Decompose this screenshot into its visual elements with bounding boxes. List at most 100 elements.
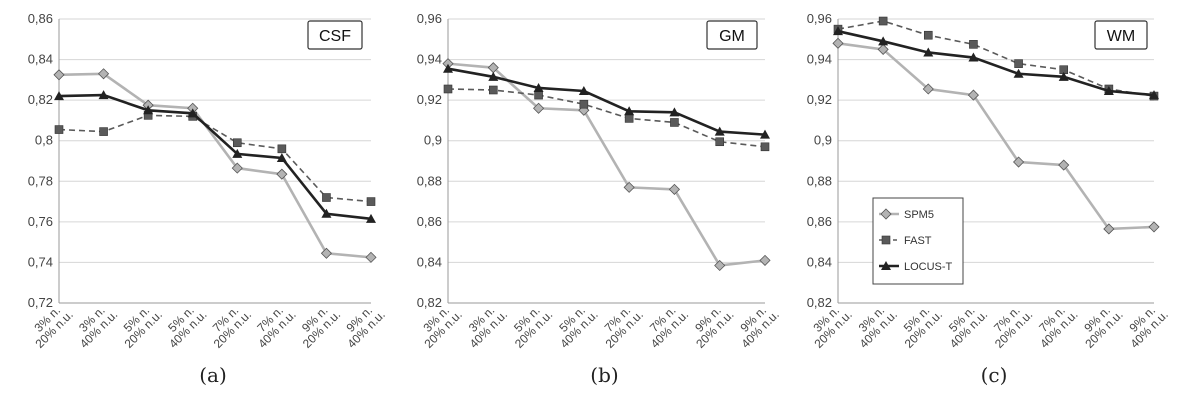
series-line-locus-t: [58, 93, 372, 221]
data-point-locus-t: [669, 107, 680, 117]
data-point-locus-t: [1013, 68, 1024, 78]
data-point-spm5: [668, 183, 680, 195]
data-point-fast: [715, 137, 725, 147]
data-point-locus-t: [443, 63, 453, 73]
series-line-locus-t: [447, 67, 766, 136]
data-point-locus-t: [1058, 71, 1069, 81]
data-point-spm5: [533, 102, 545, 114]
data-point-spm5: [231, 162, 243, 174]
data-point-locus-t: [276, 152, 287, 162]
x-tick-label: 7% n.20% n.u.: [202, 299, 254, 351]
data-point-fast: [1014, 59, 1023, 68]
y-tick-label: 0,9: [814, 133, 832, 148]
data-point-fast: [99, 127, 108, 136]
data-point-spm5: [714, 259, 726, 272]
data-point-spm5: [877, 43, 889, 55]
data-point-fast: [878, 16, 888, 26]
legend: SPM5 FAST LOCUS-T: [872, 197, 964, 285]
y-tick-label: 0,84: [807, 254, 832, 269]
legend-marker-spm5: [880, 208, 892, 220]
x-tick-label: 7% n.40% n.u.: [639, 299, 691, 351]
data-point-spm5: [320, 247, 332, 259]
data-point-spm5: [967, 89, 979, 101]
series-line-spm5: [447, 62, 766, 267]
x-tick-label: 5% n.20% n.u.: [113, 299, 165, 351]
data-point-spm5: [1148, 221, 1160, 233]
panel-caption: (a): [199, 363, 227, 387]
panel-label-box: [1094, 20, 1148, 50]
data-point-locus-t: [232, 148, 243, 158]
data-point-locus-t: [187, 108, 198, 118]
y-tick-label: 0,86: [807, 214, 832, 229]
data-point-fast: [488, 85, 498, 95]
data-point-spm5: [1058, 159, 1070, 171]
data-point-spm5: [1103, 223, 1115, 235]
legend-label-spm5: SPM5: [904, 209, 934, 221]
data-point-spm5: [623, 181, 635, 193]
x-tick-label: 5% n.40% n.u.: [938, 299, 990, 351]
data-point-locus-t: [366, 213, 376, 223]
panel-label-box: [706, 20, 758, 50]
x-tick-label: 9% n.40% n.u.: [336, 299, 388, 351]
legend-marker-fast: [881, 235, 891, 245]
y-tick-label: 0,86: [417, 214, 442, 229]
data-point-spm5: [832, 37, 844, 49]
data-point-fast: [443, 84, 453, 94]
panel-label: CSF: [319, 28, 351, 45]
data-point-locus-t: [833, 26, 843, 36]
y-tick-label: 0,78: [28, 173, 53, 188]
x-tick-label: 9% n.20% n.u.: [685, 299, 737, 351]
legend-marker-locus-t: [881, 261, 891, 270]
y-tick-label: 0,96: [807, 11, 832, 26]
data-point-locus-t: [1103, 86, 1114, 96]
x-tick-label: 7% n.40% n.u.: [1029, 299, 1081, 351]
data-point-locus-t: [54, 91, 64, 101]
data-point-spm5: [365, 251, 377, 263]
y-tick-label: 0,72: [28, 295, 53, 310]
data-point-locus-t: [1149, 90, 1159, 100]
series-line-spm5: [58, 72, 372, 259]
data-point-locus-t: [878, 36, 889, 46]
series-line-fast: [447, 88, 766, 148]
series-line-fast: [837, 20, 1155, 97]
data-point-fast: [534, 90, 543, 100]
data-point-fast: [322, 193, 331, 202]
data-point-spm5: [922, 83, 934, 95]
panel-caption: (c): [981, 363, 1008, 387]
panel-label: WM: [1107, 28, 1135, 45]
data-point-locus-t: [533, 82, 544, 92]
data-point-fast: [277, 144, 287, 154]
data-point-spm5: [98, 68, 110, 80]
data-point-fast: [54, 125, 64, 134]
data-point-fast: [969, 40, 978, 49]
data-point-fast: [923, 30, 933, 40]
data-point-spm5: [759, 254, 771, 266]
x-tick-label: 5% n.40% n.u.: [549, 299, 601, 351]
data-point-fast: [624, 114, 634, 123]
y-tick-label: 0,94: [417, 52, 442, 67]
y-tick-label: 0,86: [28, 11, 53, 26]
panel-label-box: [307, 20, 363, 50]
legend-label-fast: FAST: [904, 235, 932, 247]
y-tick-label: 0,84: [417, 254, 442, 269]
data-point-fast: [670, 118, 679, 127]
y-tick-label: 0,84: [28, 52, 53, 67]
chart-panel-2: 0,820,840,860,880,90,920,940,963% n.20% …: [417, 11, 782, 387]
x-tick-label: 7% n.20% n.u.: [984, 299, 1036, 351]
x-tick-label: 3% n.40% n.u.: [848, 299, 900, 351]
x-tick-label: 9% n.40% n.u.: [1119, 299, 1171, 351]
y-tick-label: 0,96: [417, 11, 442, 26]
y-tick-label: 0,82: [807, 295, 832, 310]
data-point-fast: [579, 99, 589, 109]
data-point-fast: [366, 197, 376, 206]
data-point-locus-t: [923, 47, 934, 57]
y-tick-label: 0,9: [424, 133, 442, 148]
series-line-locus-t: [837, 29, 1155, 97]
series-line-spm5: [837, 42, 1155, 231]
data-point-locus-t: [321, 208, 332, 218]
series-line-fast: [58, 114, 372, 203]
data-point-spm5: [276, 168, 288, 180]
chart-panel-1: 0,720,740,760,780,80,820,840,863% n.20% …: [28, 11, 388, 387]
data-point-locus-t: [98, 90, 109, 100]
y-tick-label: 0,92: [807, 92, 832, 107]
